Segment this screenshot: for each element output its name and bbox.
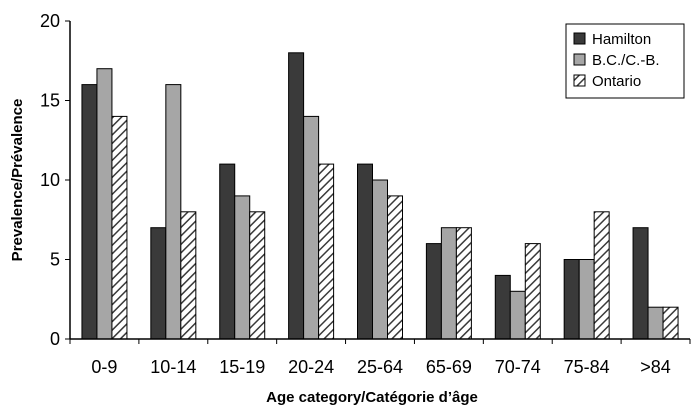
legend-label: Ontario: [592, 73, 641, 90]
bar-b-c-c-b--09: [96, 68, 113, 340]
x-tick-label: 20-24: [288, 357, 334, 377]
bar-b-c-c-b--7584: [578, 259, 595, 340]
bar-hamilton-09: [81, 84, 98, 340]
bar-ontario-7074: [524, 243, 541, 340]
bar-b-c-c-b--6569: [440, 227, 457, 340]
x-tick-label: 0-9: [91, 357, 117, 377]
bar-hamilton-1519: [219, 163, 236, 340]
bar-hamilton-6569: [425, 243, 442, 340]
bar-b-c-c-b--7074: [509, 290, 526, 340]
y-tick-label: 0: [50, 329, 60, 349]
y-tick-label: 20: [40, 11, 60, 31]
legend-swatch: [573, 32, 586, 45]
plot-area: 0-9 10-14 15-19 20-24 25-64 65-69 70-74 75-84 >8…: [40, 11, 691, 377]
bar-hamilton-1014: [150, 227, 167, 340]
y-tick-label: 5: [50, 250, 60, 270]
x-tick-label: 10-14: [150, 357, 196, 377]
bar-ontario-09: [111, 115, 128, 340]
bar-b-c-c-b--1519: [234, 195, 251, 340]
bar-ontario-1519: [249, 211, 266, 340]
bar-hamilton-2564: [357, 163, 373, 340]
x-axis-title: Age category/Catégorie d’âge: [266, 389, 478, 406]
x-tick-label: 70-74: [495, 357, 541, 377]
bar-hamilton-7074: [494, 274, 511, 340]
bar-ontario-7584: [593, 211, 610, 340]
legend-swatch: [573, 53, 586, 66]
legend: Hamilton B.C./C.-B. Ontario: [565, 23, 685, 99]
bar-hamilton-84: [632, 227, 649, 340]
x-tick-label: 65-69: [426, 357, 472, 377]
x-tick-label: 25-64: [357, 357, 403, 377]
bar-ontario-2024: [318, 163, 335, 340]
bar-ontario-2564: [387, 195, 403, 340]
x-tick-label: 75-84: [564, 357, 610, 377]
bar-b-c-c-b--84: [647, 306, 664, 340]
bar-ontario-1014: [180, 211, 197, 340]
bar-b-c-c-b--2564: [372, 179, 388, 340]
y-tick-label: 15: [40, 91, 60, 111]
bar-b-c-c-b--2024: [303, 115, 320, 340]
bar-hamilton-7584: [563, 259, 580, 340]
bar-b-c-c-b--1014: [165, 84, 182, 340]
y-tick-label: 10: [40, 170, 60, 190]
bar-hamilton-2024: [288, 52, 305, 340]
bar-ontario-84: [662, 306, 679, 340]
legend-label: Hamilton: [592, 31, 651, 48]
y-axis-title: Prevalence/Prévalence: [9, 99, 26, 262]
legend-swatch: [573, 74, 586, 87]
x-tick-label: >84: [640, 357, 671, 377]
x-tick-label: 15-19: [219, 357, 265, 377]
legend-box: [565, 23, 685, 99]
legend-label: B.C./C.-B.: [592, 52, 660, 69]
bar-ontario-6569: [455, 227, 472, 340]
